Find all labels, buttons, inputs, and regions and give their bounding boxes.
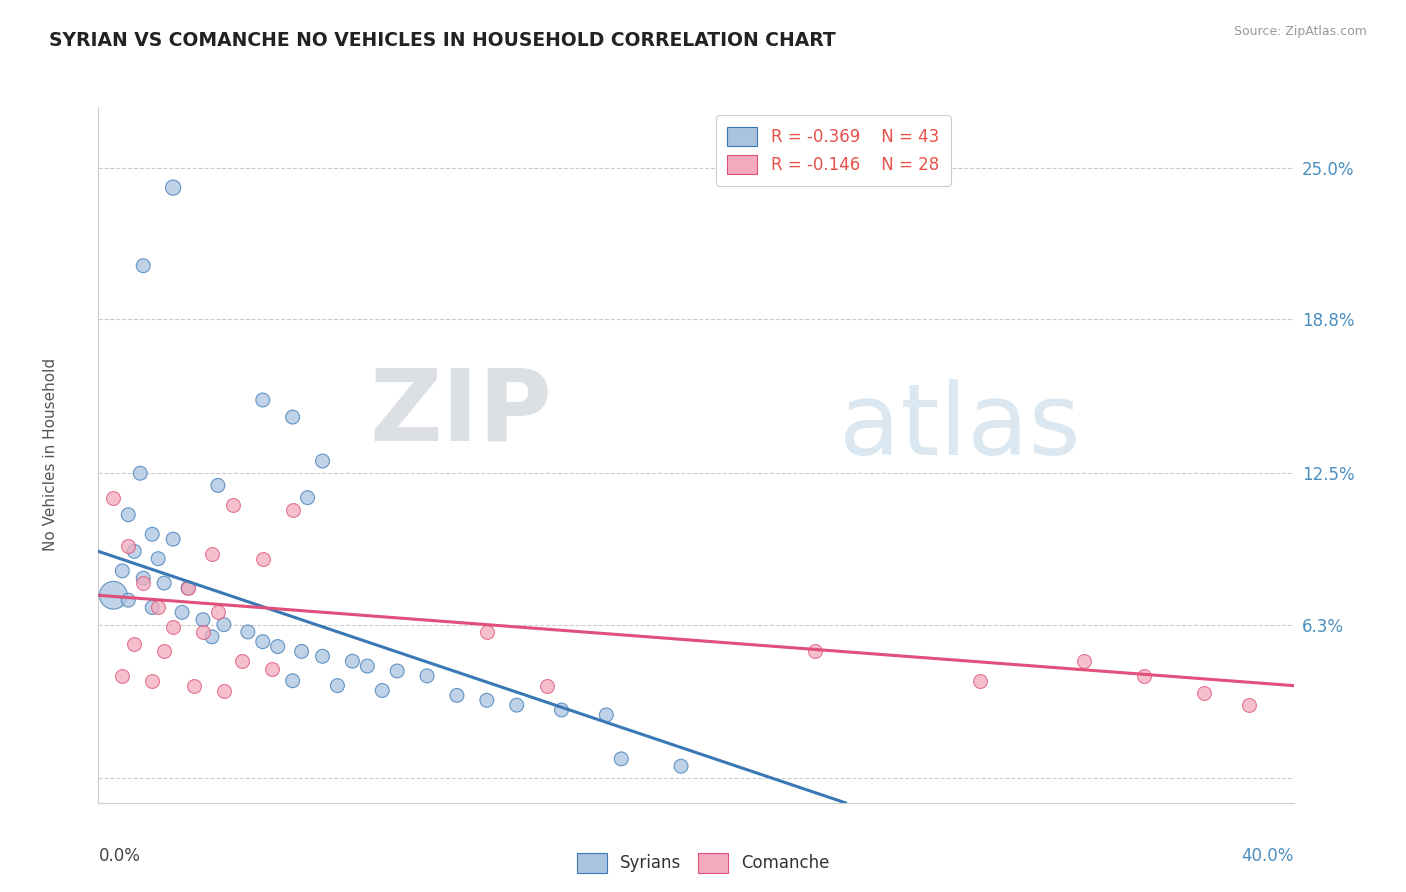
Point: [595, 707, 617, 722]
Point: [804, 644, 827, 658]
Point: [252, 634, 274, 648]
Point: [281, 410, 304, 425]
Text: atlas: atlas: [839, 378, 1081, 475]
Point: [475, 693, 498, 707]
Point: [281, 503, 304, 517]
Point: [153, 644, 176, 658]
Point: [172, 606, 194, 620]
Point: [124, 544, 146, 558]
Point: [267, 640, 290, 654]
Point: [610, 752, 633, 766]
Point: [153, 576, 176, 591]
Point: [207, 478, 229, 492]
Point: [475, 624, 498, 639]
Text: 0.0%: 0.0%: [98, 847, 141, 864]
Point: [111, 669, 134, 683]
Point: [162, 532, 184, 546]
Point: [162, 180, 184, 194]
Point: [132, 259, 155, 273]
Point: [550, 703, 572, 717]
Point: [124, 637, 146, 651]
Point: [416, 669, 439, 683]
Point: [212, 683, 235, 698]
Point: [117, 540, 139, 554]
Point: [132, 576, 155, 591]
Point: [103, 588, 125, 602]
Point: [132, 571, 155, 585]
Point: [252, 392, 274, 407]
Point: [311, 649, 333, 664]
Point: [236, 624, 259, 639]
Point: [201, 547, 224, 561]
Point: [1133, 669, 1156, 683]
Point: [191, 624, 214, 639]
Point: [148, 600, 170, 615]
Point: [103, 491, 125, 505]
Text: Source: ZipAtlas.com: Source: ZipAtlas.com: [1233, 25, 1367, 38]
Point: [207, 606, 229, 620]
Point: [252, 551, 274, 566]
Text: 40.0%: 40.0%: [1241, 847, 1294, 864]
Point: [222, 498, 245, 512]
Text: SYRIAN VS COMANCHE NO VEHICLES IN HOUSEHOLD CORRELATION CHART: SYRIAN VS COMANCHE NO VEHICLES IN HOUSEH…: [49, 31, 837, 50]
Point: [177, 581, 200, 595]
Point: [669, 759, 692, 773]
Point: [1192, 686, 1215, 700]
Point: [111, 564, 134, 578]
Point: [297, 491, 319, 505]
Point: [201, 630, 224, 644]
Point: [356, 659, 378, 673]
Point: [311, 454, 333, 468]
Point: [162, 620, 184, 634]
Point: [342, 654, 364, 668]
Point: [231, 654, 253, 668]
Point: [148, 551, 170, 566]
Point: [969, 673, 991, 688]
Point: [506, 698, 529, 713]
Legend: Syrians, Comanche: Syrians, Comanche: [569, 847, 837, 880]
Point: [385, 664, 409, 678]
Legend: R = -0.369    N = 43, R = -0.146    N = 28: R = -0.369 N = 43, R = -0.146 N = 28: [716, 115, 950, 186]
Point: [141, 673, 163, 688]
Point: [1073, 654, 1095, 668]
Point: [260, 661, 283, 675]
Point: [141, 527, 163, 541]
Point: [446, 689, 468, 703]
Point: [117, 508, 139, 522]
Point: [1237, 698, 1260, 713]
Point: [177, 581, 200, 595]
Point: [536, 679, 558, 693]
Text: ZIP: ZIP: [370, 365, 553, 462]
Text: No Vehicles in Household: No Vehicles in Household: [44, 359, 58, 551]
Point: [291, 644, 314, 658]
Point: [129, 467, 152, 481]
Point: [212, 617, 235, 632]
Point: [183, 679, 205, 693]
Point: [371, 683, 394, 698]
Point: [141, 600, 163, 615]
Point: [281, 673, 304, 688]
Point: [117, 593, 139, 607]
Point: [191, 613, 214, 627]
Point: [326, 679, 349, 693]
